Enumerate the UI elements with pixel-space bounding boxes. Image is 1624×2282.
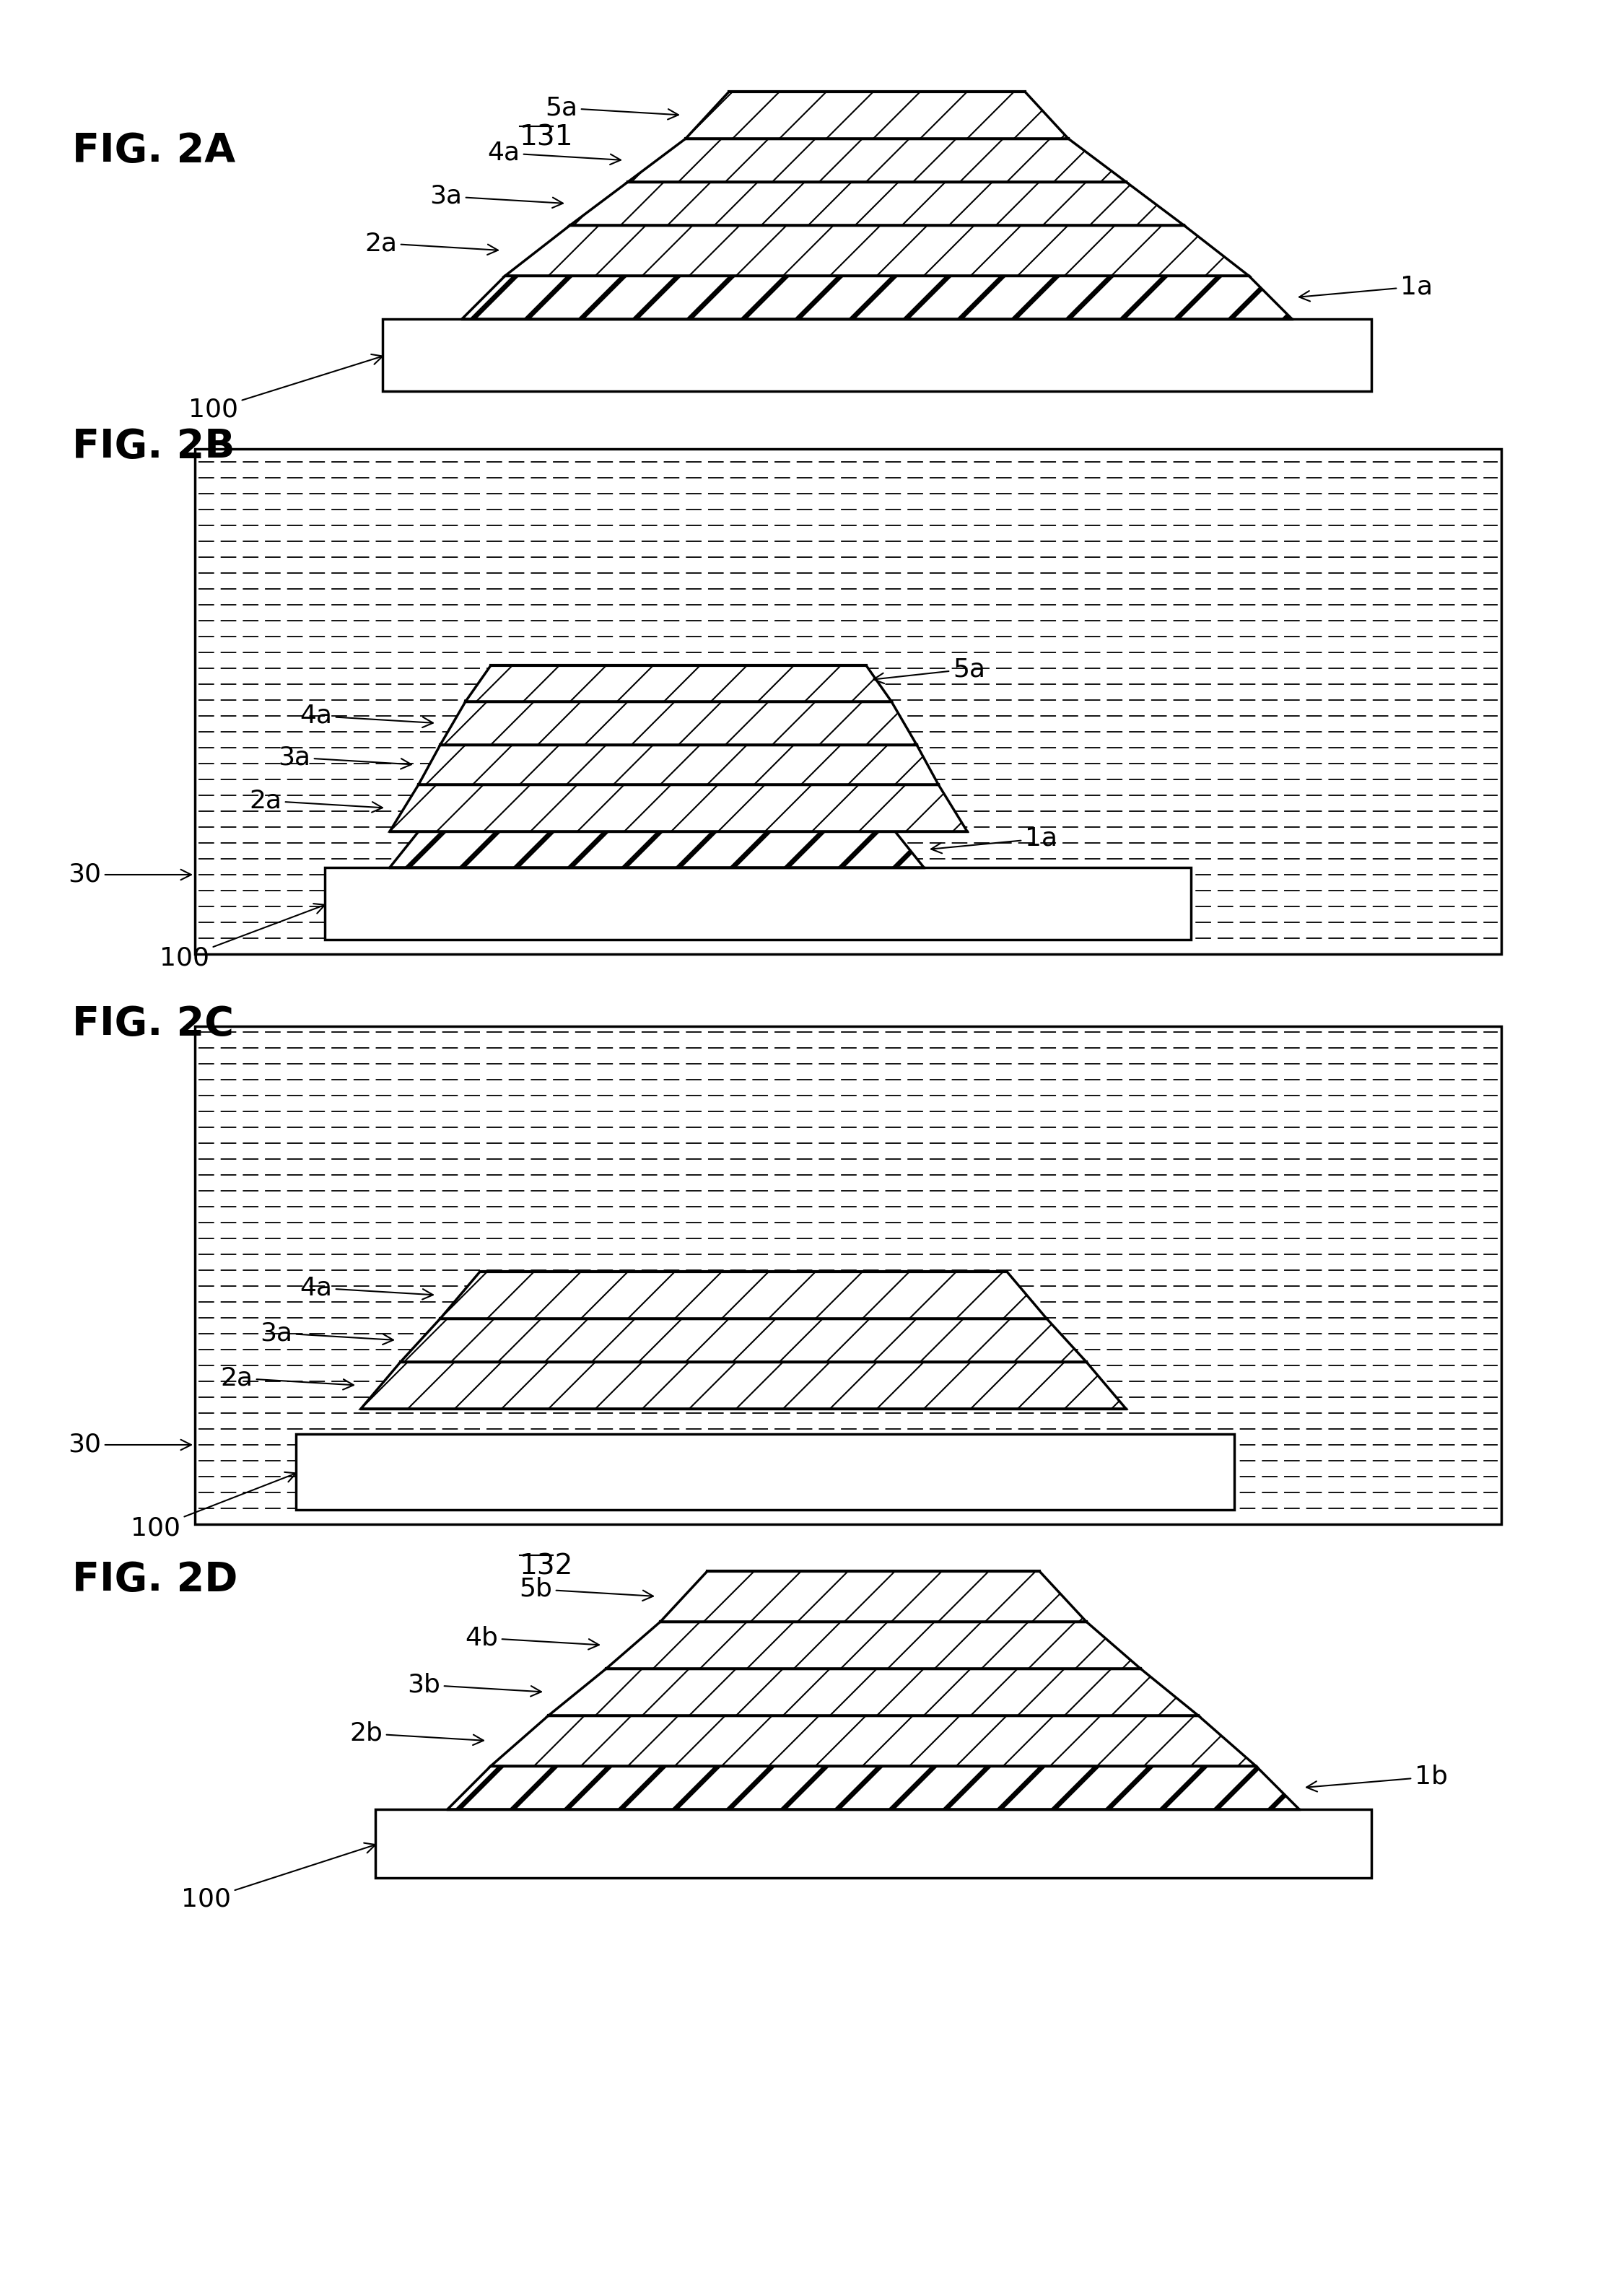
Text: 100: 100	[188, 354, 383, 422]
Text: 5a: 5a	[874, 657, 986, 685]
Text: 100: 100	[159, 904, 325, 970]
Polygon shape	[296, 1433, 1234, 1511]
Text: 30: 30	[68, 1433, 192, 1458]
Polygon shape	[461, 276, 1293, 319]
Text: 3b: 3b	[408, 1673, 541, 1698]
Text: 3a: 3a	[260, 1321, 393, 1346]
Text: FIG. 2C: FIG. 2C	[71, 1004, 234, 1043]
Polygon shape	[466, 666, 892, 701]
Polygon shape	[628, 139, 1125, 183]
Polygon shape	[390, 785, 968, 831]
Text: FIG. 2B: FIG. 2B	[71, 427, 235, 466]
Polygon shape	[440, 1271, 1046, 1319]
Text: 5b: 5b	[520, 1577, 653, 1602]
Text: 2a: 2a	[248, 790, 383, 812]
Text: 2a: 2a	[364, 230, 499, 256]
Text: 3a: 3a	[429, 185, 564, 208]
Polygon shape	[448, 1766, 1299, 1810]
Text: 1a: 1a	[1299, 274, 1432, 301]
Polygon shape	[325, 867, 1190, 940]
Text: 131: 131	[520, 123, 573, 151]
Polygon shape	[490, 1716, 1255, 1766]
Polygon shape	[685, 91, 1069, 139]
Text: 3a: 3a	[278, 746, 411, 769]
Text: 132: 132	[520, 1554, 573, 1581]
Text: 100: 100	[182, 1844, 375, 1912]
Text: 4a: 4a	[299, 703, 434, 728]
Text: 5a: 5a	[546, 96, 679, 121]
Polygon shape	[661, 1570, 1086, 1623]
Polygon shape	[419, 744, 939, 785]
Text: FIG. 2D: FIG. 2D	[71, 1561, 237, 1600]
Text: 4a: 4a	[487, 141, 620, 164]
Text: 4b: 4b	[464, 1625, 599, 1650]
Polygon shape	[361, 1362, 1125, 1408]
Polygon shape	[390, 831, 924, 867]
Text: FIG. 2A: FIG. 2A	[71, 132, 235, 171]
Polygon shape	[383, 319, 1371, 390]
Polygon shape	[401, 1319, 1086, 1362]
Polygon shape	[549, 1668, 1199, 1716]
Bar	[195, 450, 1501, 954]
Text: 30: 30	[68, 863, 192, 888]
Polygon shape	[606, 1623, 1140, 1668]
Text: 2b: 2b	[349, 1721, 484, 1746]
Text: 1a: 1a	[931, 826, 1057, 853]
Text: 2a: 2a	[221, 1367, 354, 1390]
Bar	[195, 1027, 1501, 1524]
Polygon shape	[570, 183, 1184, 226]
Polygon shape	[375, 1810, 1371, 1878]
Polygon shape	[440, 701, 916, 744]
Polygon shape	[505, 226, 1249, 276]
Text: 4a: 4a	[299, 1276, 434, 1301]
Text: 1b: 1b	[1306, 1764, 1449, 1791]
Text: 100: 100	[130, 1472, 296, 1540]
